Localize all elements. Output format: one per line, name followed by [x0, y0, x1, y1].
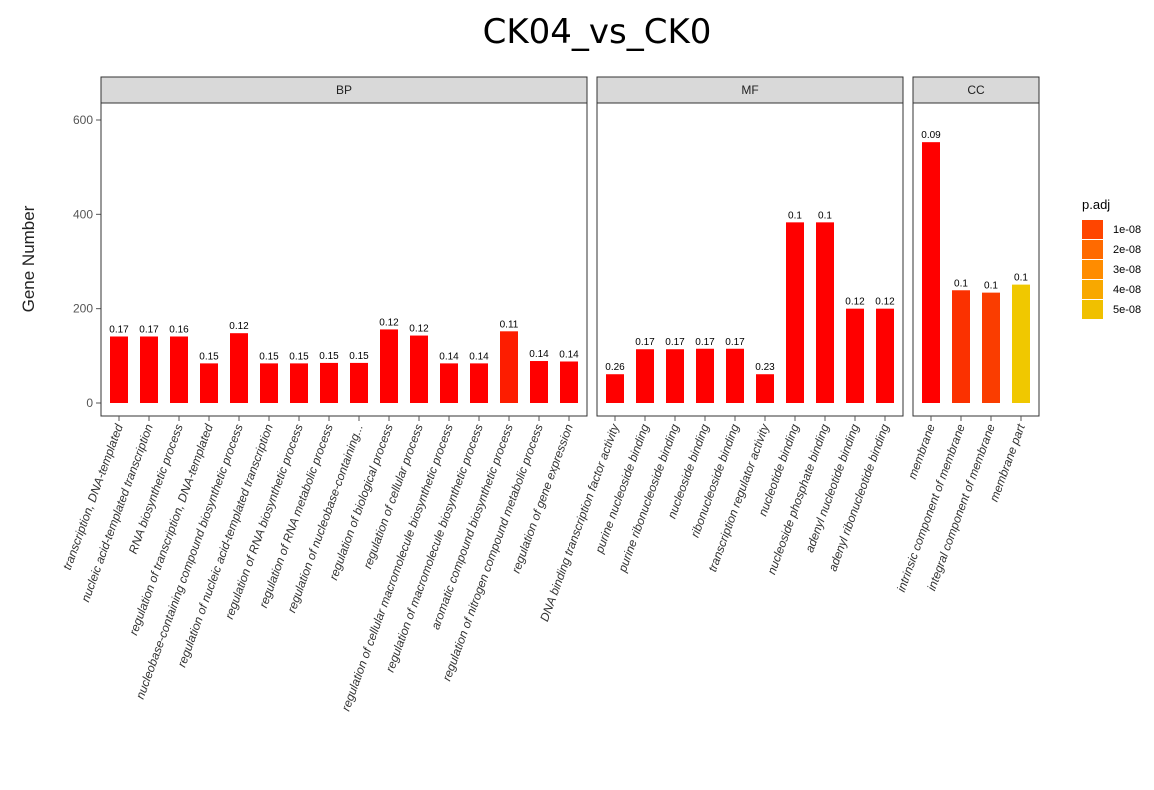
bar	[380, 329, 398, 403]
bar	[410, 335, 428, 403]
bar	[1012, 284, 1030, 403]
bar-value-label: 0.11	[500, 319, 519, 330]
legend-entry-label: 2e-08	[1113, 244, 1141, 256]
facet-strip-label: BP	[336, 83, 352, 97]
facet-strip	[596, 76, 904, 104]
bar-value-label: 0.17	[635, 337, 655, 348]
y-tick-label: 400	[73, 207, 93, 221]
legend-entry-label: 4e-08	[1113, 284, 1141, 296]
bar	[756, 374, 774, 403]
bar	[140, 336, 158, 403]
bar-value-label: 0.12	[845, 297, 865, 308]
bar-value-label: 0.14	[469, 351, 489, 362]
legend-swatch	[1082, 220, 1103, 239]
bar-value-label: 0.15	[349, 351, 369, 362]
bar	[260, 363, 278, 403]
bar-value-label: 0.12	[229, 321, 249, 332]
legend-entry-label: 5e-08	[1113, 304, 1141, 316]
bar	[320, 362, 338, 403]
bar	[440, 363, 458, 403]
legend-title: p.adj	[1082, 197, 1110, 212]
bar-value-label: 0.26	[605, 362, 625, 373]
bar	[500, 331, 518, 403]
legend-entry-label: 3e-08	[1113, 264, 1141, 276]
bar-value-label: 0.17	[109, 324, 129, 335]
x-tick-label: membrane	[905, 422, 938, 481]
y-tick-label: 600	[73, 113, 93, 127]
bar	[230, 333, 248, 403]
bar-value-label: 0.12	[379, 317, 399, 328]
bar	[170, 336, 188, 403]
bar-value-label: 0.17	[665, 337, 685, 348]
legend-swatch	[1082, 300, 1103, 319]
bar-value-label: 0.14	[529, 349, 549, 360]
bar-value-label: 0.15	[289, 351, 309, 362]
bar	[922, 142, 940, 403]
bar-value-label: 0.15	[199, 351, 219, 362]
bar	[786, 222, 804, 403]
bar	[876, 308, 894, 403]
bar	[726, 348, 744, 403]
bar	[350, 362, 368, 403]
bar-value-label: 0.1	[1014, 273, 1028, 284]
y-tick-label: 200	[73, 302, 93, 316]
bar-value-label: 0.14	[439, 351, 459, 362]
bar	[816, 222, 834, 403]
bar-value-label: 0.09	[921, 130, 941, 141]
bar-value-label: 0.15	[319, 351, 339, 362]
chart-title: CK04_vs_CK0	[483, 12, 712, 52]
bar-value-label: 0.15	[259, 351, 279, 362]
bar-value-label: 0.17	[139, 324, 159, 335]
bar-value-label: 0.16	[169, 324, 189, 335]
facet-strip	[912, 76, 1040, 104]
bar-value-label: 0.1	[954, 278, 968, 289]
y-axis-label: Gene Number	[19, 205, 38, 312]
bar-value-label: 0.1	[788, 210, 802, 221]
legend-swatch	[1082, 240, 1103, 259]
bar	[846, 308, 864, 403]
bar-value-label: 0.17	[695, 337, 715, 348]
bar	[982, 292, 1000, 403]
bar-value-label: 0.12	[875, 297, 895, 308]
bar	[530, 361, 548, 403]
bar-value-label: 0.14	[559, 349, 579, 360]
legend-entry-label: 1e-08	[1113, 224, 1141, 236]
bar-value-label: 0.12	[409, 324, 429, 335]
bar-value-label: 0.17	[725, 337, 745, 348]
legend-swatch	[1082, 260, 1103, 279]
bar	[560, 361, 578, 403]
bar	[290, 363, 308, 403]
bar	[110, 336, 128, 403]
facet-strip-label: MF	[741, 83, 758, 97]
bar	[200, 363, 218, 403]
bar-value-label: 0.1	[818, 210, 832, 221]
bar-value-label: 0.23	[755, 362, 775, 373]
bar	[606, 374, 624, 403]
y-tick-label: 0	[86, 396, 93, 410]
legend-swatch	[1082, 280, 1103, 299]
bar	[636, 349, 654, 403]
bar	[470, 363, 488, 403]
bar	[666, 349, 684, 403]
bar-value-label: 0.1	[984, 281, 998, 292]
bar	[696, 348, 714, 403]
bar	[952, 290, 970, 403]
facet-strip	[100, 76, 588, 104]
facet-strip-label: CC	[967, 83, 985, 97]
